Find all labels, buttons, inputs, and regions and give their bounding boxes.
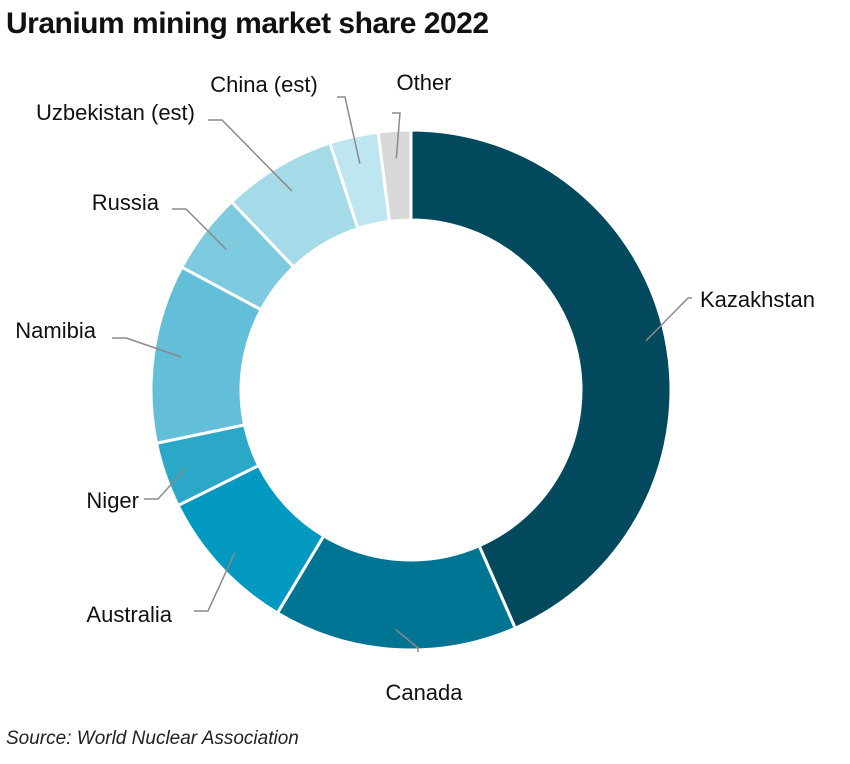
slice-label: Namibia <box>15 318 96 343</box>
leader-line <box>208 119 293 192</box>
leader-line <box>395 628 419 652</box>
slice-label: Niger <box>86 488 139 513</box>
source-note: Source: World Nuclear Association <box>6 728 299 749</box>
chart-title: Uranium mining market share 2022 <box>6 7 489 40</box>
leader-line <box>112 337 182 358</box>
leader-line <box>172 208 227 251</box>
leader-line <box>645 297 692 342</box>
slice-label: Australia <box>86 602 172 627</box>
slice-label: Russia <box>92 190 160 215</box>
slice-label: Other <box>396 70 451 95</box>
leader-line <box>337 96 361 164</box>
slice-label: China (est) <box>210 72 318 97</box>
slice-label: Canada <box>385 680 463 705</box>
leader-line <box>144 467 187 500</box>
leader-line <box>392 112 401 159</box>
slice-kazakhstan <box>409 128 673 631</box>
leader-lines <box>112 96 692 652</box>
slice-label: Kazakhstan <box>700 287 815 312</box>
donut-slices <box>149 128 673 652</box>
slice-label: Uzbekistan (est) <box>36 100 195 125</box>
leader-line <box>194 552 236 612</box>
slice-labels: Kazakhstan Canada Australia Niger Namibia Rus… <box>15 70 815 705</box>
slice-other <box>376 128 413 224</box>
